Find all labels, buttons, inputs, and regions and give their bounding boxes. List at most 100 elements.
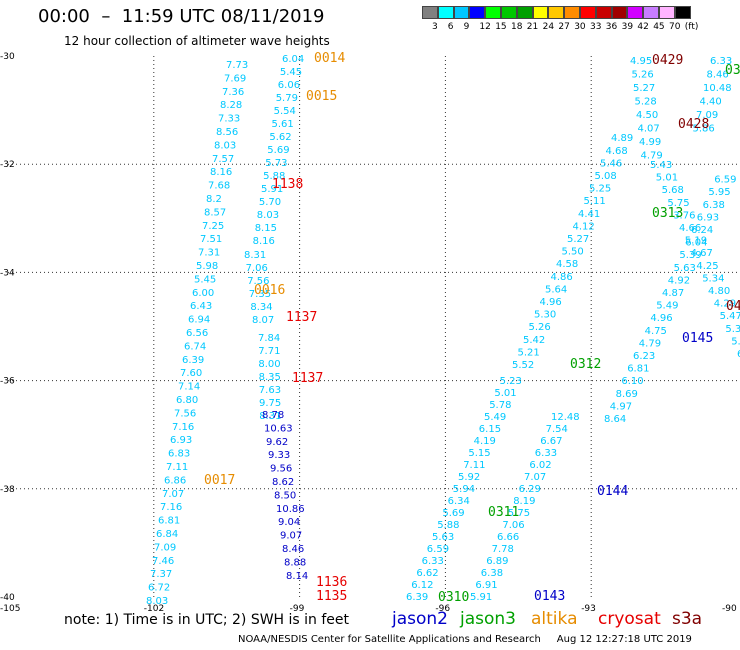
colorbar-swatch xyxy=(516,6,533,19)
wave-height-value: 5.64 xyxy=(545,284,567,295)
wave-height-value: 5.21 xyxy=(518,347,540,358)
wave-height-value: 5.61 xyxy=(272,119,294,130)
wave-height-value: 5.63 xyxy=(674,263,696,274)
wave-height-value: 5.49 xyxy=(656,301,678,312)
wave-height-value: 5.63 xyxy=(432,532,454,543)
wave-height-value: 5.52 xyxy=(512,360,534,371)
wave-height-value: 4.99 xyxy=(639,137,661,148)
wave-height-value: 6.39 xyxy=(182,355,204,366)
wave-height-value: 7.09 xyxy=(154,542,176,553)
wave-height-value: 8.56 xyxy=(216,127,238,138)
wave-height-value: 6.86 xyxy=(164,475,186,486)
wave-height-value: 8.00 xyxy=(258,359,280,370)
wave-height-value: 8.03 xyxy=(214,140,236,151)
wave-height-value: 7.78 xyxy=(492,544,514,555)
colorbar-swatch xyxy=(579,6,596,19)
wave-height-value: 8.46 xyxy=(282,544,304,555)
wave-height-value: 4.89 xyxy=(611,133,633,144)
wave-height-value: 5.70 xyxy=(259,197,281,208)
lon-label: -105 xyxy=(0,604,20,614)
wave-height-value: 7.56 xyxy=(247,276,269,287)
wave-height-value: 4.96 xyxy=(540,297,562,308)
wave-height-value: 5.19 xyxy=(685,236,707,247)
colorbar-swatch xyxy=(627,6,644,19)
wave-height-value: 4.40 xyxy=(700,97,722,108)
colorbar-label: 15 xyxy=(495,22,507,32)
colorbar-label: 70 xyxy=(669,22,681,32)
colorbar-swatch xyxy=(485,6,501,19)
wave-height-value: 5.68 xyxy=(662,185,684,196)
wave-height-value: 7.35 xyxy=(249,289,271,300)
wave-height-value: 5.88 xyxy=(263,171,285,182)
lon-label: -90 xyxy=(722,604,737,614)
wave-height-value: 6.33 xyxy=(535,448,557,459)
legend-note: note: 1) Time is in UTC; 2) SWH is in fe… xyxy=(64,612,350,628)
wave-height-value: 5.39 xyxy=(725,324,740,335)
colorbar-label: 39 xyxy=(621,22,634,32)
wave-height-value: 7.54 xyxy=(546,424,568,435)
wave-height-value: 4.87 xyxy=(662,288,684,299)
colorbar-label: 30 xyxy=(574,22,586,32)
wave-height-value: 4.07 xyxy=(638,124,660,135)
colorbar-swatch xyxy=(674,6,691,19)
wave-height-value: 8.07 xyxy=(252,315,274,326)
map-title: 00:00 – 11:59 UTC 08/11/2019 xyxy=(38,6,325,27)
colorbar-labels: 3 6 9 12 15 18 21 24 27 30 33 36 39 42 45 70 (ft) xyxy=(422,22,740,34)
wave-height-value: 6.94 xyxy=(188,315,210,326)
track-label: 0017 xyxy=(204,473,235,488)
wave-height-value: 4.58 xyxy=(556,259,578,270)
wave-height-value: 7.71 xyxy=(258,346,280,357)
wave-height-value: 6.39 xyxy=(406,592,428,603)
wave-height-value: 7.06 xyxy=(502,520,524,531)
wave-height-value: 6.24 xyxy=(691,225,713,236)
wave-height-value: 5.50 xyxy=(562,247,584,258)
wave-height-value: 6.81 xyxy=(158,516,180,527)
wave-height-value: 6.83 xyxy=(168,449,190,460)
wave-height-value: 6.29 xyxy=(519,484,541,495)
colorbar-swatch xyxy=(658,6,675,19)
wave-height-value: 5.26 xyxy=(632,70,654,81)
colorbar-label: (ft) xyxy=(684,22,699,32)
track-label: 04 xyxy=(726,299,740,314)
colorbar-swatch xyxy=(500,6,517,19)
wave-height-value: 12.48 xyxy=(551,412,580,423)
wave-height-value: 7.51 xyxy=(200,234,222,245)
wave-height-value: 8.14 xyxy=(286,571,308,582)
lat-label: -34 xyxy=(0,268,15,278)
legend-s3a: s3a xyxy=(672,609,703,629)
colorbar-label: 3 xyxy=(432,22,438,32)
wave-height-value: 5.28 xyxy=(635,97,657,108)
wave-height-value: 6.04 xyxy=(685,238,707,249)
wave-height-value: 7.63 xyxy=(259,385,281,396)
wave-height-value: 4.12 xyxy=(573,221,595,232)
wave-height-value: 6.74 xyxy=(184,341,206,352)
wave-height-value: 5.26 xyxy=(529,322,551,333)
wave-height-value: 5.47 xyxy=(720,311,740,322)
wave-height-value: 5.69 xyxy=(267,145,289,156)
colorbar-label: 24 xyxy=(542,22,555,32)
wave-height-value: 7.16 xyxy=(172,422,194,433)
wave-height-value: 5.45 xyxy=(280,67,302,78)
colorbar-label: 27 xyxy=(558,22,570,32)
wave-height-value: 5.62 xyxy=(269,132,291,143)
wave-height-value: 4.86 xyxy=(551,272,573,283)
wave-height-value: 5.30 xyxy=(534,310,556,321)
wave-height-value: 8.50 xyxy=(274,490,296,501)
track-label: 0311 xyxy=(488,505,519,520)
wave-height-value: 7.11 xyxy=(166,462,188,473)
wave-height-value: 7.46 xyxy=(152,556,174,567)
wave-height-value: 5.69 xyxy=(442,508,464,519)
wave-height-value: 6.00 xyxy=(192,288,214,299)
wave-height-value: 5.11 xyxy=(584,196,606,207)
wave-height-value: 5.95 xyxy=(708,187,730,198)
wave-height-value: 9.04 xyxy=(278,517,300,528)
wave-height-value: 7.33 xyxy=(218,114,240,125)
wave-height-value: 7.36 xyxy=(222,87,244,98)
wave-height-value: 6.38 xyxy=(703,200,725,211)
wave-height-value: 5.94 xyxy=(453,484,475,495)
map-subtitle: 12 hour collection of altimeter wave hei… xyxy=(64,34,330,48)
wave-height-value: 7.37 xyxy=(150,569,172,580)
track-label: 1135 xyxy=(316,589,347,604)
wave-height-value: 7.68 xyxy=(208,181,230,192)
lon-label: -102 xyxy=(144,604,164,614)
